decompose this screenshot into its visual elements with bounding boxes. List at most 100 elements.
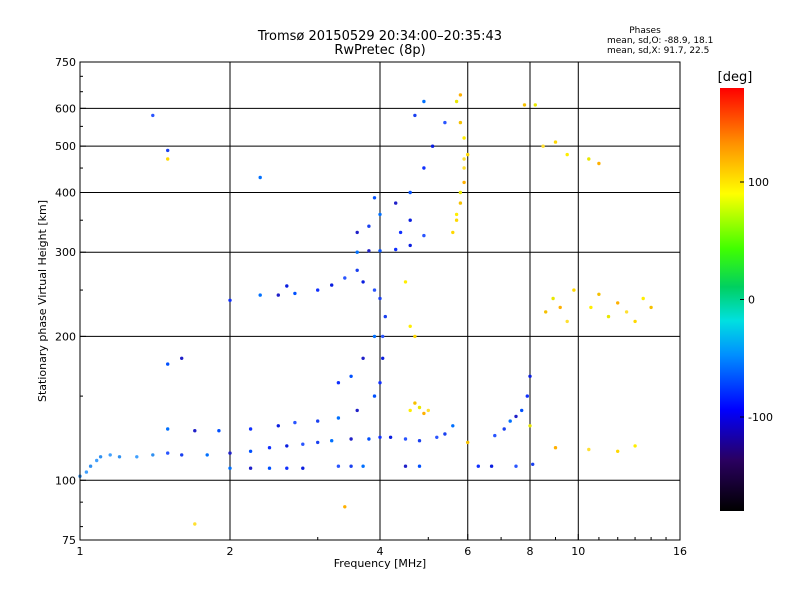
- y-axis: 75 100 200 300 400 500 600 750: [55, 56, 86, 547]
- echo-point-X: [633, 444, 637, 448]
- echo-point-O: [336, 464, 341, 468]
- echo-point-O: [349, 437, 353, 441]
- echo-point-O: [361, 464, 365, 468]
- echo-point-O: [381, 334, 385, 339]
- echo-point-X: [454, 99, 459, 104]
- y-tick-label: 300: [55, 246, 76, 259]
- echo-point-O: [403, 464, 408, 468]
- colorbar-label: [deg]: [718, 70, 753, 85]
- echo-point-O: [443, 120, 447, 125]
- echo-point-O: [355, 250, 359, 254]
- echo-point-O: [98, 455, 103, 459]
- x-tick-label: 4: [377, 545, 384, 558]
- echo-point-O: [205, 453, 209, 457]
- echo-point-O: [293, 291, 297, 296]
- echo-point-O: [514, 414, 518, 419]
- echo-point-O: [430, 144, 435, 148]
- echo-point-O: [508, 419, 512, 423]
- echo-point-O: [372, 334, 377, 339]
- y-axis-label: Stationary phase Virtual Height [km]: [36, 200, 49, 402]
- y-tick-label: 200: [55, 330, 76, 343]
- echo-point-O: [394, 201, 398, 205]
- echo-point-X: [558, 305, 562, 310]
- echo-point-O: [330, 283, 334, 287]
- echo-point-X: [649, 305, 653, 310]
- echo-point-O: [378, 249, 382, 253]
- echo-point-O: [166, 362, 170, 366]
- echo-point-O: [372, 196, 377, 200]
- echo-point-O: [151, 113, 155, 118]
- echo-point-X: [544, 310, 548, 314]
- echo-point-O: [528, 374, 532, 378]
- x-tick-label: 16: [673, 545, 687, 558]
- echo-point-O: [476, 464, 480, 468]
- echo-point-O: [422, 166, 426, 170]
- echo-point-O: [408, 190, 412, 195]
- echo-point-O: [285, 466, 289, 470]
- echo-point-O: [367, 437, 371, 441]
- echo-point-X: [454, 212, 459, 217]
- echo-point-X: [426, 408, 430, 413]
- y-tick-label: 600: [55, 102, 76, 115]
- echo-point-X: [413, 401, 417, 405]
- echo-point-O: [413, 113, 417, 118]
- echo-point-X: [616, 449, 620, 453]
- echo-point-O: [258, 175, 262, 180]
- echo-point-X: [589, 305, 593, 310]
- echo-point-X: [641, 296, 645, 301]
- x-tick-label: 1: [77, 545, 84, 558]
- echo-point-X: [422, 411, 426, 416]
- echo-point-O: [388, 435, 393, 439]
- echo-point-X: [533, 103, 537, 107]
- echo-point-X: [454, 218, 459, 222]
- echo-point-X: [413, 334, 417, 339]
- stats-heading: Phases: [629, 26, 661, 36]
- echo-point-O: [267, 466, 272, 470]
- echo-point-X: [633, 319, 637, 324]
- echo-point-O: [367, 224, 371, 228]
- colorbar-tick-label: 0: [748, 294, 755, 307]
- echo-point-O: [301, 466, 305, 470]
- echo-point-O: [248, 427, 253, 431]
- echo-point-O: [381, 356, 385, 360]
- echo-point-O: [361, 356, 365, 360]
- echo-point-O: [349, 374, 353, 378]
- echo-point-O: [180, 453, 184, 457]
- echo-point-O: [228, 466, 232, 470]
- echo-point-X: [541, 144, 545, 148]
- echo-point-X: [522, 103, 527, 107]
- x-axis: 1 2 4 6 8 10 16: [77, 534, 687, 558]
- echo-point-O: [417, 439, 422, 443]
- echo-point-O: [489, 464, 494, 468]
- echo-point-O: [180, 356, 184, 360]
- x-axis-label: Frequency [MHz]: [334, 557, 426, 570]
- echo-point-X: [597, 161, 601, 166]
- echo-point-X: [408, 324, 412, 328]
- echo-point-O: [355, 268, 359, 272]
- grid-lines: [80, 62, 680, 540]
- echo-point-O: [398, 230, 403, 235]
- echo-point-X: [166, 157, 170, 161]
- echo-point-O: [403, 437, 408, 441]
- echo-point-O: [95, 458, 99, 463]
- echo-point-X: [462, 180, 466, 185]
- echo-point-O: [88, 464, 93, 468]
- echo-point-O: [217, 429, 221, 433]
- echo-point-O: [343, 276, 347, 280]
- echo-point-O: [166, 451, 170, 455]
- echo-point-O: [435, 435, 439, 439]
- echo-point-O: [166, 148, 170, 153]
- echo-point-X: [466, 440, 470, 445]
- echo-point-O: [301, 442, 305, 446]
- echo-point-X: [458, 120, 463, 125]
- x-tick-label: 2: [227, 545, 234, 558]
- echo-point-O: [443, 432, 447, 436]
- stats-o-line: mean, sd,O: -88.9, 18.1: [607, 36, 713, 46]
- echo-point-X: [565, 152, 569, 157]
- echo-point-X: [458, 93, 463, 97]
- colorbar-ticks: 100 0 -100: [740, 176, 773, 424]
- y-tick-label: 400: [55, 186, 76, 199]
- echo-point-O: [493, 433, 497, 438]
- echo-point-O: [531, 462, 535, 466]
- y-tick-label: 100: [55, 474, 76, 487]
